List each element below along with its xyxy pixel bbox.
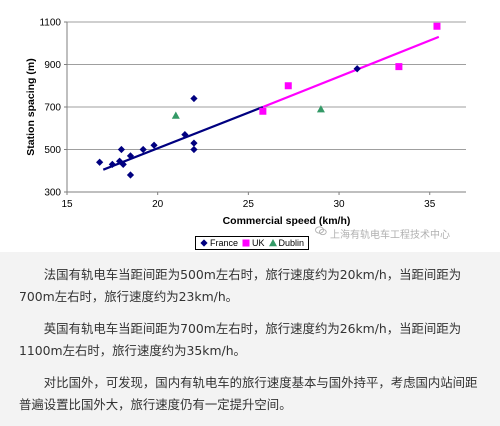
legend-marker-shape	[200, 239, 208, 247]
legend-item-france: France	[200, 238, 238, 248]
x-axis-title: Commercial speed (km/h)	[223, 215, 351, 227]
legend-item-dublin: Dublin	[268, 238, 305, 248]
y-tick-label: 300	[44, 188, 61, 199]
data-point-france	[150, 141, 158, 149]
data-point-france	[126, 152, 135, 160]
data-point-france	[108, 160, 116, 168]
article-text: 法国有轨电车当距间距为500m左右时，旅行速度约为20km/h，当距间距为700…	[19, 264, 489, 426]
series-dublin	[171, 105, 325, 119]
y-tick-label: 500	[44, 145, 61, 156]
legend-label: France	[210, 238, 239, 248]
x-tick-label: 20	[152, 199, 164, 210]
legend-marker-shape	[268, 239, 277, 247]
x-tick-label: 15	[61, 199, 73, 210]
data-point-france	[96, 158, 104, 166]
data-point-france	[117, 145, 126, 154]
x-tick-label: 35	[424, 199, 436, 210]
data-point-france	[353, 65, 361, 73]
paragraph-france: 法国有轨电车当距间距为500m左右时，旅行速度约为20km/h，当距间距为700…	[19, 267, 462, 304]
watermark-text: 上海有轨电车工程技术中心	[330, 230, 450, 241]
x-tick-label: 25	[243, 199, 255, 210]
data-point-france	[139, 145, 147, 154]
y-tick-label: 900	[44, 60, 61, 71]
chart-area: 300 500 700 900 1100 15 20 25 30 35 Commercial spe…	[0, 0, 500, 252]
data-point-france	[190, 145, 198, 154]
legend-marker-diamond-icon	[200, 239, 208, 247]
legend-label: Dublin	[278, 238, 305, 248]
data-point-france	[190, 139, 198, 147]
series-france	[96, 65, 361, 179]
trendline-france	[102, 105, 264, 171]
data-point-france	[119, 160, 127, 168]
y-tick-label: 1100	[39, 18, 61, 29]
y-axis-title: Station spacing (m)	[25, 58, 37, 155]
x-tick-label: 30	[333, 199, 345, 210]
data-point-france	[181, 131, 189, 139]
legend-marker-shape	[242, 239, 250, 247]
legend-item-uk: UK	[242, 238, 265, 248]
paragraph-uk: 英国有轨电车当距间距为700m左右时，旅行速度约为26km/h，当距间距为110…	[19, 321, 462, 358]
legend-marker-square-icon	[242, 239, 250, 247]
data-point-uk	[259, 107, 267, 115]
legend-marker-triangle-icon	[268, 239, 277, 247]
data-point-uk	[433, 22, 441, 30]
data-point-dublin	[316, 105, 325, 113]
page: 300 500 700 900 1100 15 20 25 30 35 Commercial spe…	[0, 0, 500, 412]
trendline-uk	[262, 35, 440, 109]
series-uk	[259, 22, 441, 115]
scatter-chart: 300 500 700 900 1100 15 20 25 30 35 Commercial spe…	[25, 18, 466, 227]
data-point-france	[190, 94, 198, 103]
data-point-uk	[284, 82, 292, 90]
data-point-france	[126, 171, 135, 179]
y-tick-label: 700	[44, 103, 61, 114]
paragraph-comparison: 对比国外，可发现，国内有轨电车的旅行速度基本与国外持平，考虑国内站间距普遍设置比…	[19, 375, 478, 412]
legend-label: UK	[252, 238, 265, 248]
chart-legend: France UK Dublin	[195, 236, 310, 250]
data-point-dublin	[171, 111, 180, 119]
data-point-uk	[395, 63, 403, 71]
watermark: 上海有轨电车工程技术中心	[315, 226, 450, 241]
wechat-icon	[315, 226, 327, 239]
